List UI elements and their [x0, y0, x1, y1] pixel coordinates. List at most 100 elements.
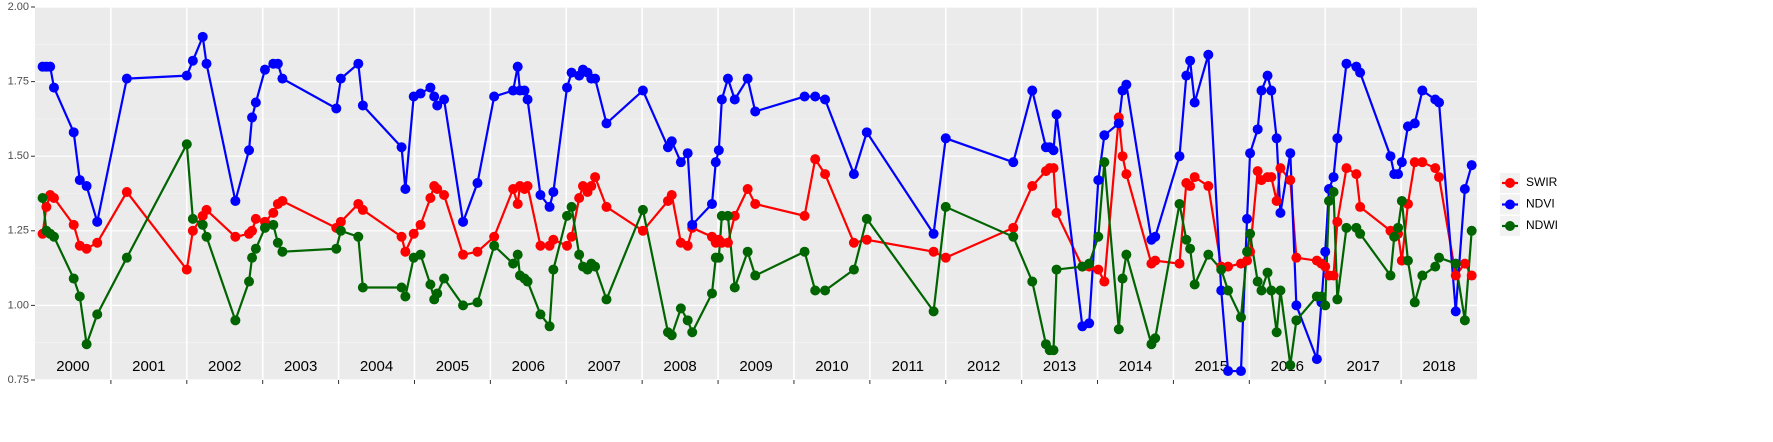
data-point: [1466, 225, 1477, 236]
data-point: [1256, 285, 1267, 296]
data-point: [601, 294, 612, 305]
data-point: [415, 249, 426, 260]
data-point: [400, 184, 411, 195]
legend-label: NDVI: [1526, 197, 1555, 211]
data-point: [1150, 255, 1161, 266]
data-point: [1051, 207, 1062, 218]
data-point: [675, 157, 686, 168]
data-point: [1341, 222, 1352, 233]
data-point: [1341, 163, 1352, 174]
data-point: [1459, 258, 1470, 269]
data-point: [512, 198, 523, 209]
data-point: [432, 100, 443, 111]
data-point: [250, 213, 261, 224]
data-point: [566, 201, 577, 212]
data-point: [1402, 255, 1413, 266]
data-point: [1121, 249, 1132, 260]
data-point: [1242, 246, 1253, 257]
data-point: [1203, 249, 1214, 260]
data-point: [1459, 184, 1470, 195]
y-tick-label: 1.75: [8, 76, 29, 88]
data-point: [1393, 169, 1404, 180]
data-point: [562, 210, 573, 221]
data-point: [1093, 231, 1104, 242]
data-point: [590, 172, 601, 183]
data-point: [1174, 198, 1185, 209]
data-point: [247, 112, 258, 123]
data-point: [799, 246, 810, 257]
data-point: [682, 315, 693, 326]
data-point: [535, 189, 546, 200]
data-point: [1328, 270, 1339, 281]
data-point: [1285, 360, 1296, 371]
data-point: [92, 309, 103, 320]
data-point: [716, 94, 727, 105]
data-point: [666, 330, 677, 341]
data-point: [230, 231, 241, 242]
data-point: [1285, 148, 1296, 159]
data-point: [750, 198, 761, 209]
x-tick-label: 2011: [892, 358, 924, 375]
data-point: [522, 181, 533, 192]
data-point: [187, 225, 198, 236]
data-point: [1466, 270, 1477, 281]
data-point: [1189, 279, 1200, 290]
data-point: [544, 321, 555, 332]
data-point: [250, 243, 261, 254]
data-point: [861, 127, 872, 138]
data-point: [1271, 133, 1282, 144]
x-tick-label: 2013: [1043, 358, 1076, 375]
x-tick-label: 2001: [132, 358, 165, 375]
data-point: [277, 246, 288, 257]
x-tick-label: 2003: [284, 358, 317, 375]
data-point: [335, 216, 346, 227]
data-point: [1275, 163, 1286, 174]
legend-point: [1505, 221, 1515, 231]
data-point: [1048, 345, 1059, 356]
data-point: [432, 184, 443, 195]
data-point: [1150, 231, 1161, 242]
data-point: [121, 252, 132, 263]
data-point: [586, 181, 597, 192]
data-point: [92, 237, 103, 248]
data-point: [1121, 79, 1132, 90]
data-point: [1450, 306, 1461, 317]
data-point: [1409, 157, 1420, 168]
data-point: [1450, 258, 1461, 269]
data-point: [247, 252, 258, 263]
data-point: [201, 231, 212, 242]
data-point: [1245, 228, 1256, 239]
data-point: [68, 127, 79, 138]
y-tick-label: 1.00: [8, 299, 29, 311]
data-point: [1008, 231, 1019, 242]
data-point: [429, 91, 440, 102]
data-point: [1203, 49, 1214, 60]
data-point: [74, 175, 85, 186]
data-point: [1027, 276, 1038, 287]
data-point: [820, 94, 831, 105]
data-point: [259, 64, 270, 75]
data-point: [848, 169, 859, 180]
data-point: [1409, 297, 1420, 308]
data-point: [1430, 261, 1441, 272]
x-tick-label: 2000: [56, 358, 89, 375]
data-point: [357, 100, 368, 111]
data-point: [1355, 228, 1366, 239]
data-point: [512, 61, 523, 72]
data-point: [1291, 252, 1302, 263]
data-point: [268, 219, 279, 230]
data-point: [742, 184, 753, 195]
data-point: [1121, 169, 1132, 180]
x-tick-label: 2015: [1195, 358, 1228, 375]
data-point: [1235, 312, 1246, 323]
data-point: [548, 187, 559, 198]
data-point: [722, 210, 733, 221]
data-point: [566, 231, 577, 242]
data-point: [48, 82, 59, 93]
data-point: [1271, 195, 1282, 206]
data-point: [472, 246, 483, 257]
data-point: [1252, 276, 1263, 287]
data-point: [489, 91, 500, 102]
data-point: [1417, 85, 1428, 96]
